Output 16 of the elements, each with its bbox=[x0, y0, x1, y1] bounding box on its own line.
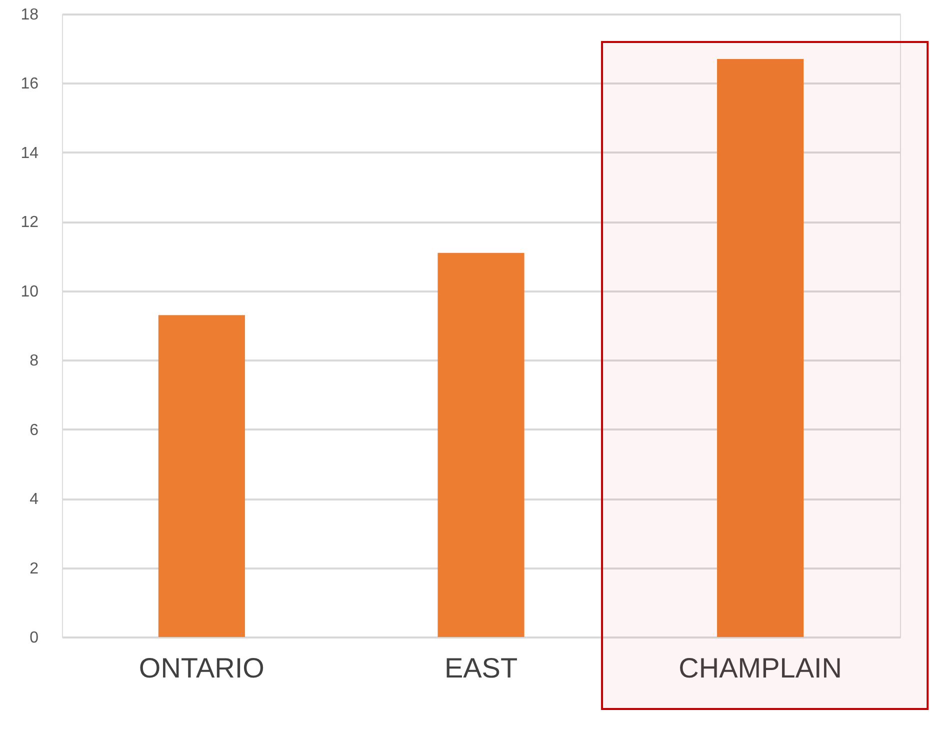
y-tick-label: 8 bbox=[30, 352, 39, 370]
x-tick-label: ONTARIO bbox=[138, 652, 264, 684]
y-tick-label: 14 bbox=[20, 144, 39, 162]
y-tick-label: 16 bbox=[20, 76, 39, 93]
y-tick-label: 0 bbox=[30, 630, 39, 646]
y-tick-label: 2 bbox=[30, 560, 39, 578]
y-tick-label: 18 bbox=[20, 6, 39, 24]
y-tick-label: 10 bbox=[20, 283, 39, 300]
y-tick-label: 6 bbox=[30, 422, 39, 439]
y-tick-label: 12 bbox=[20, 214, 39, 232]
bar bbox=[717, 58, 804, 637]
bar bbox=[438, 252, 524, 637]
x-tick-label: EAST bbox=[444, 652, 518, 684]
y-tick-label: 4 bbox=[30, 491, 39, 508]
x-tick-label: CHAMPLAIN bbox=[678, 652, 842, 684]
bar bbox=[158, 315, 245, 637]
